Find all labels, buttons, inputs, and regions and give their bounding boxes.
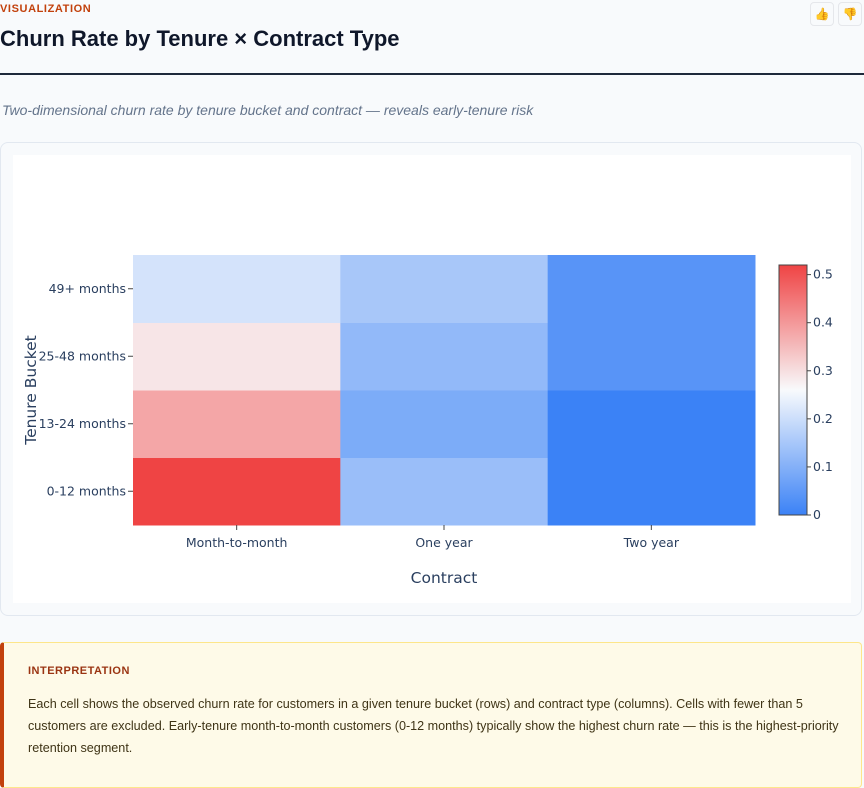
thumbs-down-icon: 👎	[842, 7, 858, 21]
colorbar-tick-label: 0.4	[813, 315, 833, 330]
thumbs-down-button[interactable]: 👎	[838, 2, 862, 26]
colorbar-tick-label: 0.5	[813, 267, 833, 282]
chart-description: Two-dimensional churn rate by tenure buc…	[2, 102, 534, 118]
y-tick-label: 13-24 months	[39, 416, 126, 431]
x-tick-label: Month-to-month	[186, 535, 288, 550]
heatmap-cell	[340, 322, 549, 391]
colorbar-tick-label: 0.2	[813, 411, 833, 426]
colorbar-tick-label: 0.1	[813, 459, 833, 474]
interpretation-text: Each cell shows the observed churn rate …	[28, 697, 839, 755]
x-axis-title: Contract	[411, 569, 478, 587]
heatmap-cell	[340, 255, 549, 323]
page-title: Churn Rate by Tenure × Contract Type	[0, 26, 400, 51]
x-tick-label: One year	[415, 535, 473, 550]
y-tick-label: 0-12 months	[47, 483, 126, 498]
y-tick-label: 49+ months	[49, 281, 126, 296]
y-tick-label: 25-48 months	[39, 348, 126, 363]
heatmap-cell	[547, 322, 756, 391]
section-eyebrow: VISUALIZATION	[0, 3, 92, 15]
heatmap-cell	[547, 390, 756, 458]
heatmap-cell	[340, 457, 549, 526]
heatmap-cell	[547, 457, 756, 526]
colorbar	[778, 264, 808, 516]
feedback-buttons: 👍 👎	[810, 2, 862, 26]
thumbs-up-button[interactable]: 👍	[810, 2, 834, 26]
interpretation-callout: INTERPRETATION Each cell shows the obser…	[0, 642, 862, 788]
heatmap-cell	[340, 390, 549, 458]
x-tick-label: Two year	[623, 535, 680, 550]
chart-panel: Month-to-month One year Two year 0-12 month…	[13, 155, 851, 603]
title-divider	[0, 73, 864, 75]
heatmap-cell	[133, 322, 341, 391]
heatmap-cell	[133, 390, 341, 458]
heatmap-cell	[133, 255, 341, 323]
heatmap-cell	[547, 255, 756, 323]
colorbar-tick-label: 0	[813, 507, 821, 522]
y-axis-title: Tenure Bucket	[22, 335, 40, 446]
heatmap-chart: Month-to-month One year Two year 0-12 month…	[22, 255, 833, 587]
thumbs-up-icon: 👍	[814, 7, 830, 21]
colorbar-tick-label: 0.3	[813, 363, 833, 378]
heatmap-cell	[133, 457, 341, 526]
interpretation-label: INTERPRETATION	[28, 665, 130, 677]
